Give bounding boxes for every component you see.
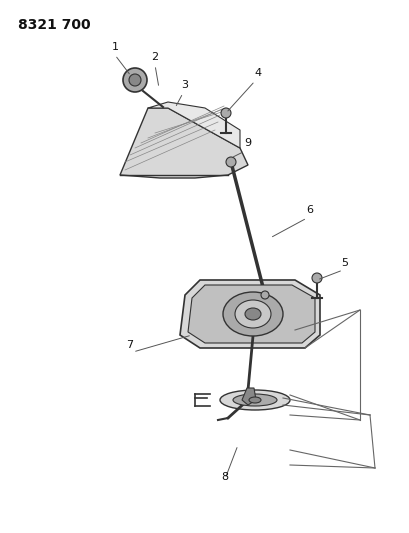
Circle shape	[311, 273, 321, 283]
Polygon shape	[241, 388, 255, 405]
Text: 5: 5	[341, 258, 348, 268]
Text: 8321 700: 8321 700	[18, 18, 90, 32]
Text: 1: 1	[111, 42, 118, 52]
Text: 8: 8	[221, 472, 228, 482]
Text: 2: 2	[151, 52, 158, 62]
Circle shape	[129, 74, 141, 86]
Circle shape	[225, 157, 236, 167]
Text: 6: 6	[306, 205, 313, 215]
Ellipse shape	[220, 390, 289, 410]
Ellipse shape	[234, 300, 270, 328]
Circle shape	[220, 108, 230, 118]
Text: 4: 4	[254, 68, 261, 78]
Circle shape	[261, 291, 268, 299]
Text: 9: 9	[244, 138, 251, 148]
Ellipse shape	[222, 292, 282, 336]
Polygon shape	[120, 108, 247, 178]
Polygon shape	[180, 280, 319, 348]
Polygon shape	[148, 102, 239, 148]
Ellipse shape	[245, 308, 261, 320]
Circle shape	[123, 68, 147, 92]
Ellipse shape	[232, 394, 276, 406]
Ellipse shape	[248, 397, 261, 403]
Polygon shape	[188, 285, 314, 343]
Text: 3: 3	[181, 80, 188, 90]
Text: 7: 7	[126, 340, 133, 350]
